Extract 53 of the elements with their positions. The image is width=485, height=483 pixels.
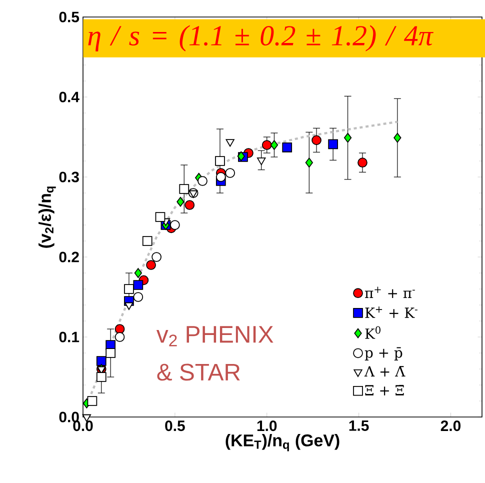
x-tick-label: 1.0 xyxy=(257,420,277,432)
x-tick-label: 0.5 xyxy=(165,420,185,432)
annotation: & STAR xyxy=(157,364,240,381)
y-tick-label: 0.1 xyxy=(59,332,80,342)
y-tick-label: 0.2 xyxy=(59,252,79,262)
legend-label: π$^{+}$ + π$^{-}$ xyxy=(364,286,415,298)
point xyxy=(124,302,134,310)
point xyxy=(133,280,144,290)
point xyxy=(282,142,292,152)
point xyxy=(198,176,208,186)
point xyxy=(96,356,106,366)
annotation: η / s = (1.1 ± 0.2 ± 1.2) / 4π xyxy=(88,25,434,52)
point xyxy=(106,348,116,358)
point xyxy=(176,196,184,207)
x-tick-label: 1.5 xyxy=(349,420,369,431)
legend-label: K$^{0}$ xyxy=(365,326,380,339)
y-tick-label: 0.3 xyxy=(59,172,79,182)
point xyxy=(216,172,226,182)
point xyxy=(155,212,166,222)
point xyxy=(305,158,313,168)
y-tick-label: 0.0 xyxy=(59,412,79,422)
point xyxy=(87,396,98,406)
point xyxy=(394,132,402,143)
point xyxy=(344,132,352,143)
point xyxy=(312,135,322,146)
point xyxy=(184,200,195,210)
y-axis-title: (v$_{2}$/ε)/n$_{q}$ xyxy=(38,186,56,248)
point xyxy=(179,184,190,194)
point xyxy=(96,372,106,382)
point xyxy=(328,139,338,150)
x-tick-label: 0.0 xyxy=(73,420,93,432)
point xyxy=(124,284,134,294)
point xyxy=(146,260,156,270)
x-axis-title: (KE$_{T}$)/n$_{q}$ (GeV) xyxy=(226,434,340,452)
y-tick-label: 0.5 xyxy=(59,12,80,22)
y-tick-label: 0.4 xyxy=(59,92,80,102)
x-tick-label: 2.0 xyxy=(440,420,461,432)
point xyxy=(215,156,225,166)
point xyxy=(134,268,142,278)
legend-label: p + p̄ xyxy=(364,347,402,361)
point xyxy=(142,236,152,246)
point xyxy=(270,140,278,150)
point xyxy=(237,151,245,162)
point xyxy=(257,158,266,166)
annotation: v$_{2}$ PHENIX xyxy=(156,326,274,346)
point xyxy=(114,324,125,334)
point xyxy=(226,139,234,147)
legend-label: Λ + Λ̄ xyxy=(364,366,406,376)
point xyxy=(262,140,272,150)
point xyxy=(358,158,368,168)
legend-label: Ξ + Ξ̄ xyxy=(365,384,404,396)
point xyxy=(170,220,180,230)
legend-label: K$^{+}$ + K$^{-}$ xyxy=(365,306,418,318)
